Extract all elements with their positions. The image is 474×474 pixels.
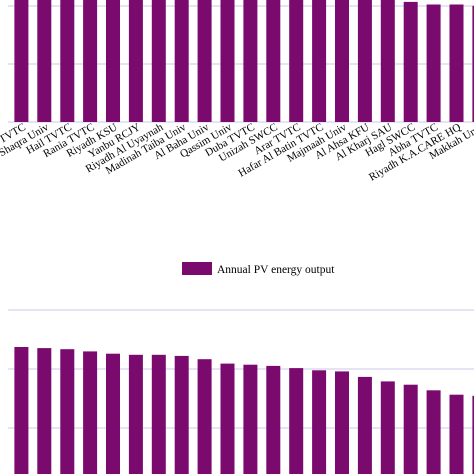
top-bar bbox=[426, 4, 441, 122]
top-bar bbox=[151, 0, 166, 122]
top-bar bbox=[243, 0, 258, 122]
top-bar bbox=[380, 0, 395, 123]
bottom-bar bbox=[449, 394, 464, 474]
top-bar bbox=[472, 5, 474, 122]
top-bar bbox=[106, 0, 120, 122]
bottom-bar bbox=[335, 371, 349, 474]
bottom-bar bbox=[243, 364, 258, 474]
bottom-bar bbox=[14, 347, 29, 474]
top-bar bbox=[403, 1, 418, 122]
bottom-bar bbox=[60, 349, 75, 474]
bottom-bar bbox=[197, 359, 212, 474]
bottom-bar bbox=[472, 395, 474, 474]
top-bar bbox=[220, 0, 235, 122]
bottom-bar bbox=[106, 353, 120, 474]
bottom-bar bbox=[312, 370, 327, 474]
legend-swatch bbox=[182, 262, 212, 275]
bottom-bar bbox=[83, 351, 98, 474]
bottom-bar bbox=[426, 390, 441, 474]
bottom-bar bbox=[128, 354, 143, 474]
bottom-bar bbox=[357, 376, 372, 474]
top-bar bbox=[335, 0, 349, 122]
bottom-bar bbox=[174, 355, 189, 474]
bottom-bar bbox=[380, 381, 395, 474]
top-chart-bars bbox=[14, 0, 474, 123]
bottom-bar bbox=[151, 354, 166, 474]
top-bar bbox=[312, 0, 327, 122]
top-bar bbox=[128, 0, 143, 122]
bottom-bar bbox=[289, 368, 304, 474]
bottom-bar bbox=[37, 348, 52, 474]
bottom-bar bbox=[403, 384, 418, 474]
top-bar bbox=[14, 0, 29, 122]
legend-label: Annual PV energy output bbox=[217, 264, 335, 276]
chart-legend: Annual PV energy output bbox=[182, 262, 335, 276]
top-bar bbox=[357, 0, 372, 122]
bottom-bar bbox=[266, 365, 281, 474]
top-bar bbox=[83, 0, 98, 122]
top-bar bbox=[289, 0, 304, 122]
top-bar bbox=[60, 0, 75, 122]
bottom-chart-bars bbox=[14, 347, 474, 474]
top-bar bbox=[174, 0, 189, 122]
top-bar bbox=[197, 0, 212, 122]
bottom-bar bbox=[220, 363, 235, 474]
top-bar bbox=[266, 0, 281, 122]
top-bar bbox=[37, 0, 52, 122]
top-bar bbox=[449, 4, 464, 122]
